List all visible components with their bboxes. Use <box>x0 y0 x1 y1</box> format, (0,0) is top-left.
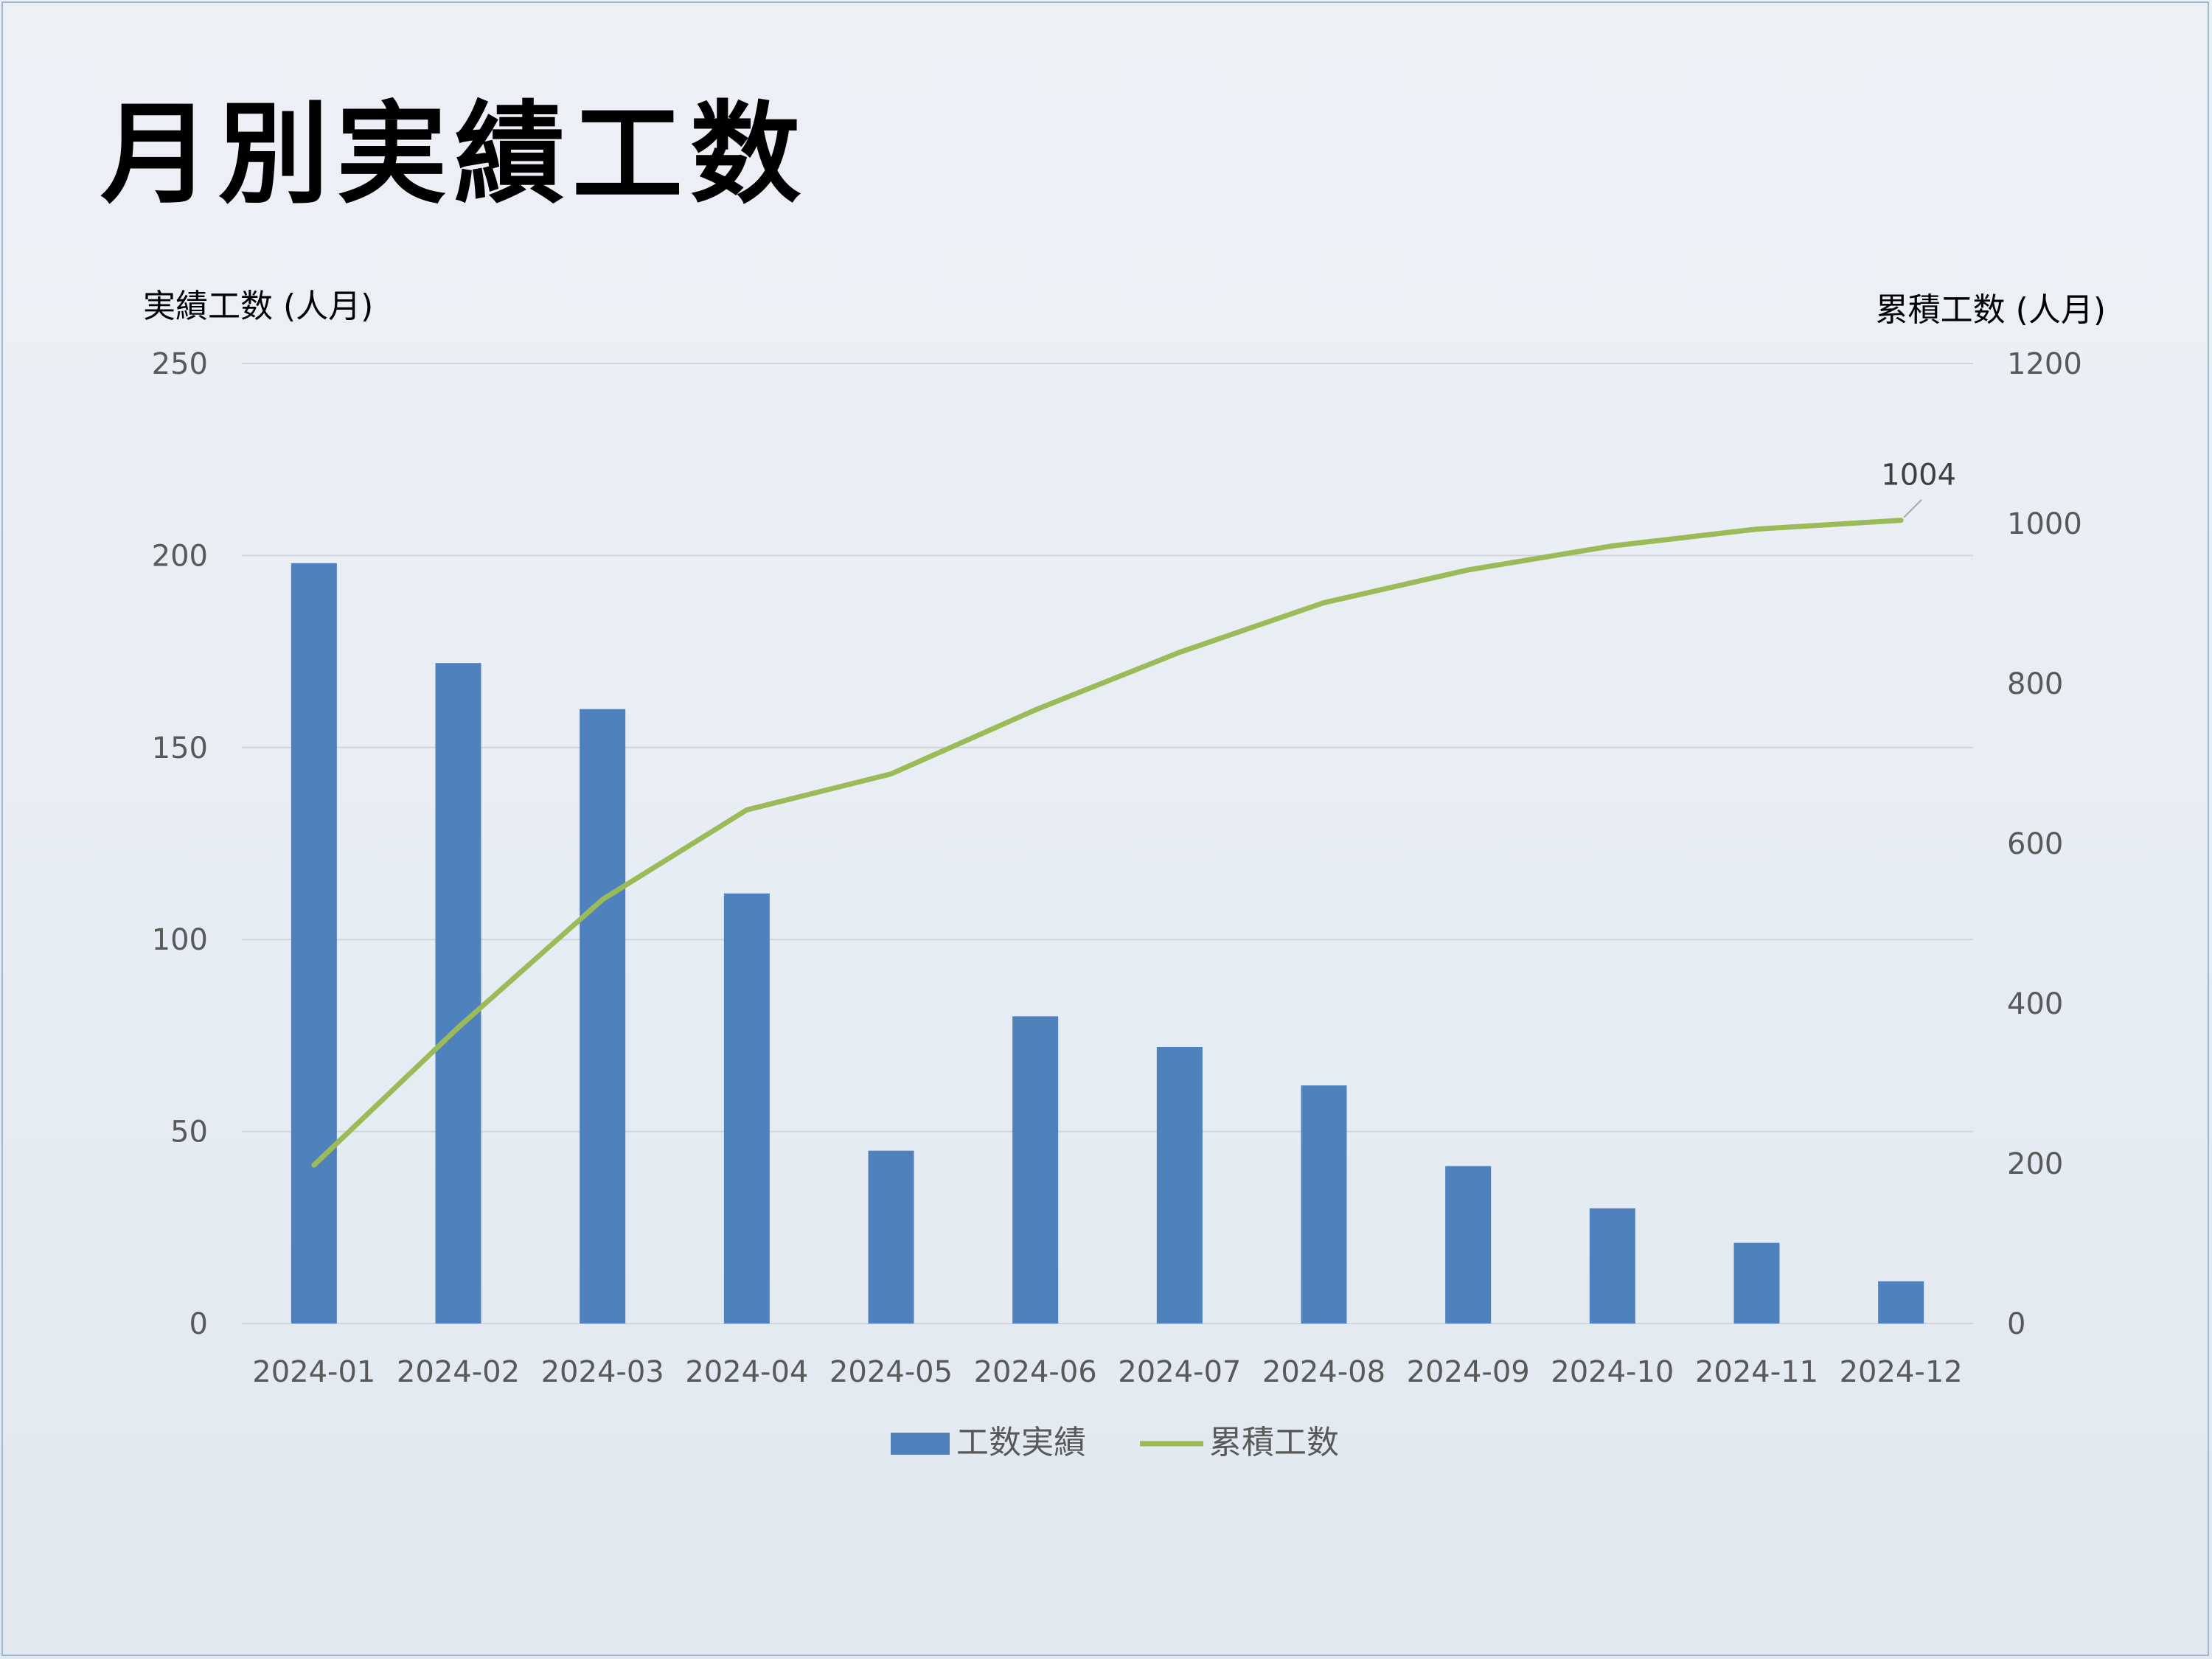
left-tick-label: 150 <box>152 731 208 765</box>
data-label-leader <box>1903 498 1922 518</box>
category-label: 2024-06 <box>974 1355 1097 1389</box>
right-tick-label: 1000 <box>2007 507 2082 541</box>
category-label: 2024-09 <box>1407 1355 1530 1389</box>
right-tick-label: 1200 <box>2007 347 2082 381</box>
category-label: 2024-03 <box>541 1355 664 1389</box>
category-label: 2024-01 <box>252 1355 375 1389</box>
bar <box>1589 1208 1635 1324</box>
slide-title: 月別実績工数 <box>100 91 809 219</box>
bar <box>1733 1242 1780 1324</box>
bar <box>723 893 770 1324</box>
legend: 工数実績 累積工数 <box>891 1424 1339 1461</box>
bar <box>580 709 626 1324</box>
data-label: 1004 <box>1881 459 1956 493</box>
right-tick-label: 400 <box>2007 987 2063 1021</box>
right-tick-label: 200 <box>2007 1147 2063 1181</box>
data-labels: 1004 <box>1881 459 1956 518</box>
left-tick-label: 0 <box>189 1307 208 1341</box>
category-label: 2024-05 <box>830 1355 953 1389</box>
legend-swatch-bar <box>891 1433 950 1455</box>
axes: 実績工数 (人月) 累積工数 (人月) 0 50 100 150 200 250 0 200 4… <box>143 288 2106 1389</box>
category-label: 2024-04 <box>685 1355 808 1389</box>
bar <box>435 663 481 1324</box>
bar <box>1445 1166 1492 1324</box>
bar <box>1301 1085 1347 1324</box>
right-tick-label: 800 <box>2007 667 2063 701</box>
legend-label-bar: 工数実績 <box>956 1424 1086 1461</box>
left-tick-label: 250 <box>152 347 208 381</box>
bar <box>1012 1016 1059 1324</box>
category-label: 2024-07 <box>1118 1355 1241 1389</box>
cumulative-line <box>311 518 1904 1168</box>
left-tick-label: 100 <box>152 923 208 957</box>
left-axis-title: 実績工数 (人月) <box>143 288 373 325</box>
bar <box>291 563 337 1324</box>
bar <box>1878 1281 1924 1324</box>
legend-label-line: 累積工数 <box>1209 1424 1339 1461</box>
category-label: 2024-10 <box>1551 1355 1674 1389</box>
bar-series <box>291 563 1924 1324</box>
bar <box>868 1150 914 1324</box>
right-tick-label: 600 <box>2007 827 2063 861</box>
gridlines <box>242 363 1973 1324</box>
line-series <box>311 518 1904 1168</box>
right-axis-title: 累積工数 (人月) <box>1876 291 2106 329</box>
category-label: 2024-08 <box>1262 1355 1385 1389</box>
right-tick-label: 0 <box>2007 1307 2025 1341</box>
left-tick-label: 50 <box>170 1116 208 1150</box>
category-label: 2024-11 <box>1695 1355 1818 1389</box>
category-label: 2024-02 <box>397 1355 520 1389</box>
left-tick-label: 200 <box>152 539 208 573</box>
bar <box>1156 1047 1203 1324</box>
category-label: 2024-12 <box>1840 1355 1963 1389</box>
